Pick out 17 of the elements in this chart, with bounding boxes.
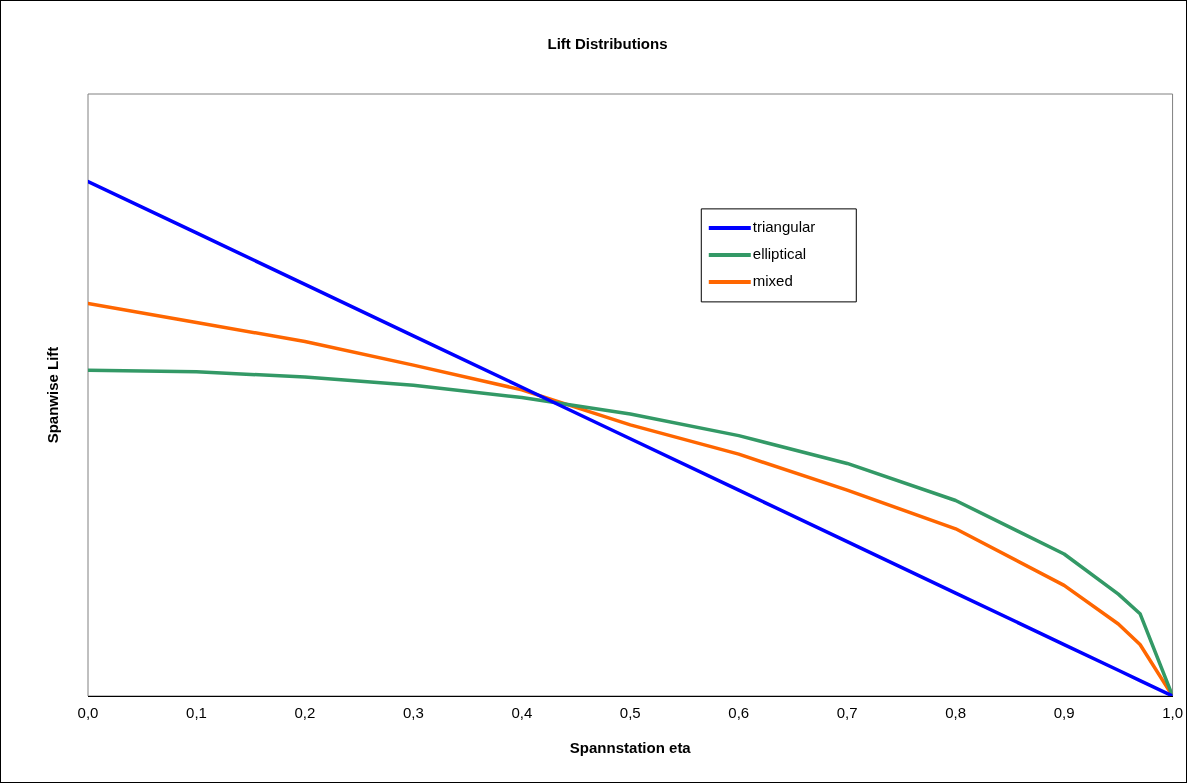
legend-label: mixed [752, 272, 793, 290]
legend-label: elliptical [752, 245, 807, 263]
x-tick-label: 0,0 [77, 704, 99, 722]
chart-title: Lift Distributions [547, 35, 668, 53]
y-axis-title: Spanwise Lift [44, 346, 62, 444]
x-tick-label: 0,2 [294, 704, 316, 722]
x-tick-label: 0,5 [619, 704, 641, 722]
x-tick-label: 0,7 [836, 704, 858, 722]
x-tick-label: 0,6 [728, 704, 750, 722]
x-tick-label: 0,3 [402, 704, 424, 722]
x-tick-label: 0,9 [1053, 704, 1075, 722]
x-tick-label: 1,0 [1162, 704, 1183, 722]
x-tick-label: 0,1 [186, 704, 207, 722]
x-axis-title: Spannstation eta [569, 739, 692, 757]
x-tick-label: 0,4 [511, 704, 533, 722]
x-tick-label: 0,8 [945, 704, 967, 722]
legend-label: triangular [752, 218, 816, 236]
